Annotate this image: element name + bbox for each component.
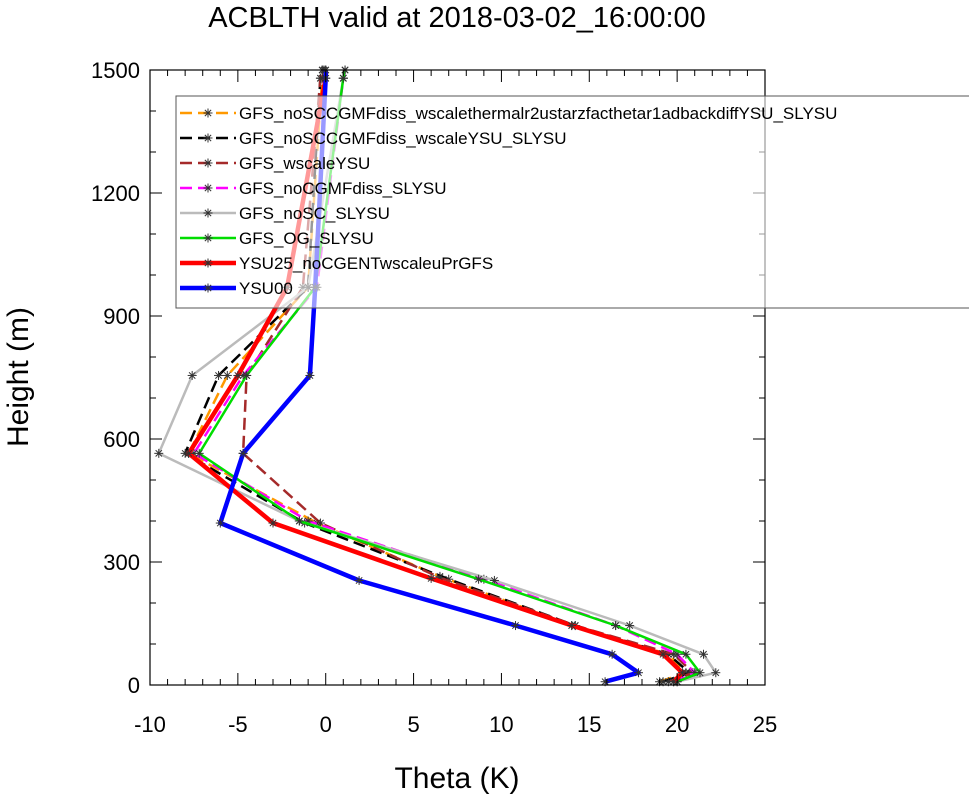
x-tick-label: 10 — [489, 712, 513, 737]
series-point — [233, 370, 243, 380]
legend-entry: GFS_noSCCGMFdiss_wscalethermalr2ustarzfa… — [180, 104, 837, 123]
legend-marker — [203, 108, 213, 118]
series-point — [426, 573, 436, 583]
series-line — [241, 69, 695, 683]
series-point — [154, 448, 164, 458]
legend-marker — [203, 208, 213, 218]
series-point — [699, 649, 708, 659]
legend-label: YSU00 — [239, 279, 293, 298]
series-point — [268, 518, 278, 528]
series-point — [215, 518, 225, 528]
series-point — [222, 370, 232, 380]
y-axis-label: Height (m) — [2, 307, 35, 447]
x-tick-label: 25 — [753, 712, 777, 737]
y-tick-label: 600 — [103, 427, 140, 452]
series-point — [354, 575, 364, 585]
x-axis-label: Theta (K) — [394, 762, 519, 795]
legend-entry: GFS_wscaleYSU — [180, 154, 370, 173]
series-point — [510, 621, 520, 631]
series-point — [607, 649, 617, 659]
y-tick-label: 0 — [128, 673, 140, 698]
series-point — [474, 574, 484, 584]
legend-entry: GFS_noCGMFdiss_SLYSU — [180, 179, 447, 198]
series-point — [242, 370, 252, 380]
legend-marker — [203, 283, 213, 293]
series-point — [194, 448, 204, 458]
series-point — [294, 516, 304, 526]
series-point — [315, 518, 325, 528]
series-point — [305, 370, 315, 380]
series-point — [695, 668, 705, 678]
legend-label: GFS_noCGMFdiss_SLYSU — [239, 179, 447, 198]
legend-entry: GFS_noSCCGMFdiss_wscaleYSU_SLYSU — [180, 129, 567, 148]
legend-label: GFS_noSCCGMFdiss_wscalethermalr2ustarzfa… — [239, 104, 837, 123]
series-point — [633, 668, 643, 678]
x-tick-label: -10 — [134, 712, 166, 737]
x-tick-label: 5 — [407, 712, 419, 737]
series-point — [187, 370, 197, 380]
legend-entry: GFS_OG_SLYSU — [180, 229, 374, 248]
series-point — [711, 668, 721, 678]
y-tick-label: 1500 — [91, 58, 140, 83]
legend-box — [175, 95, 969, 309]
legend-label: YSU25_noCGENTwscaleuPrGFS — [239, 254, 493, 273]
legend-marker — [203, 233, 213, 243]
legend-label: GFS_OG_SLYSU — [239, 229, 374, 248]
x-tick-label: 0 — [320, 712, 332, 737]
series-point — [567, 621, 577, 631]
legend-marker — [203, 133, 213, 143]
legend-entry: YSU25_noCGENTwscaleuPrGFS — [180, 254, 493, 273]
legend-entry: YSU00 — [180, 279, 293, 298]
legend: GFS_noSCCGMFdiss_wscalethermalr2ustarzfa… — [175, 95, 969, 309]
y-tick-label: 1200 — [91, 181, 140, 206]
x-tick-label: 15 — [577, 712, 601, 737]
series-point — [625, 621, 635, 631]
legend-marker — [203, 258, 213, 268]
series-point — [669, 677, 679, 687]
chart-title: ACBLTH valid at 2018-03-02_16:00:00 — [208, 2, 706, 34]
series-point — [184, 448, 194, 458]
legend-label: GFS_noSCCGMFdiss_wscaleYSU_SLYSU — [239, 129, 567, 148]
legend-marker — [203, 158, 213, 168]
series-point — [214, 370, 224, 380]
series-point — [238, 448, 248, 458]
series-point — [611, 621, 621, 631]
legend-label: GFS_noSC_SLYSU — [239, 204, 390, 223]
x-tick-label: -5 — [228, 712, 248, 737]
x-tick-label: 20 — [665, 712, 689, 737]
legend-marker — [203, 183, 213, 193]
series-point — [681, 649, 691, 659]
legend-label: GFS_wscaleYSU — [239, 154, 370, 173]
plot-frame — [149, 69, 766, 686]
axis-ticks: -10 -5 0 5 10 15 20 25 0 300 600 900 1200 1500 — [91, 58, 777, 737]
series-point — [677, 668, 687, 678]
legend-entry: GFS_noSC_SLYSU — [180, 204, 390, 223]
series-point — [658, 649, 668, 659]
y-tick-label: 300 — [103, 550, 140, 575]
y-tick-label: 900 — [103, 304, 140, 329]
